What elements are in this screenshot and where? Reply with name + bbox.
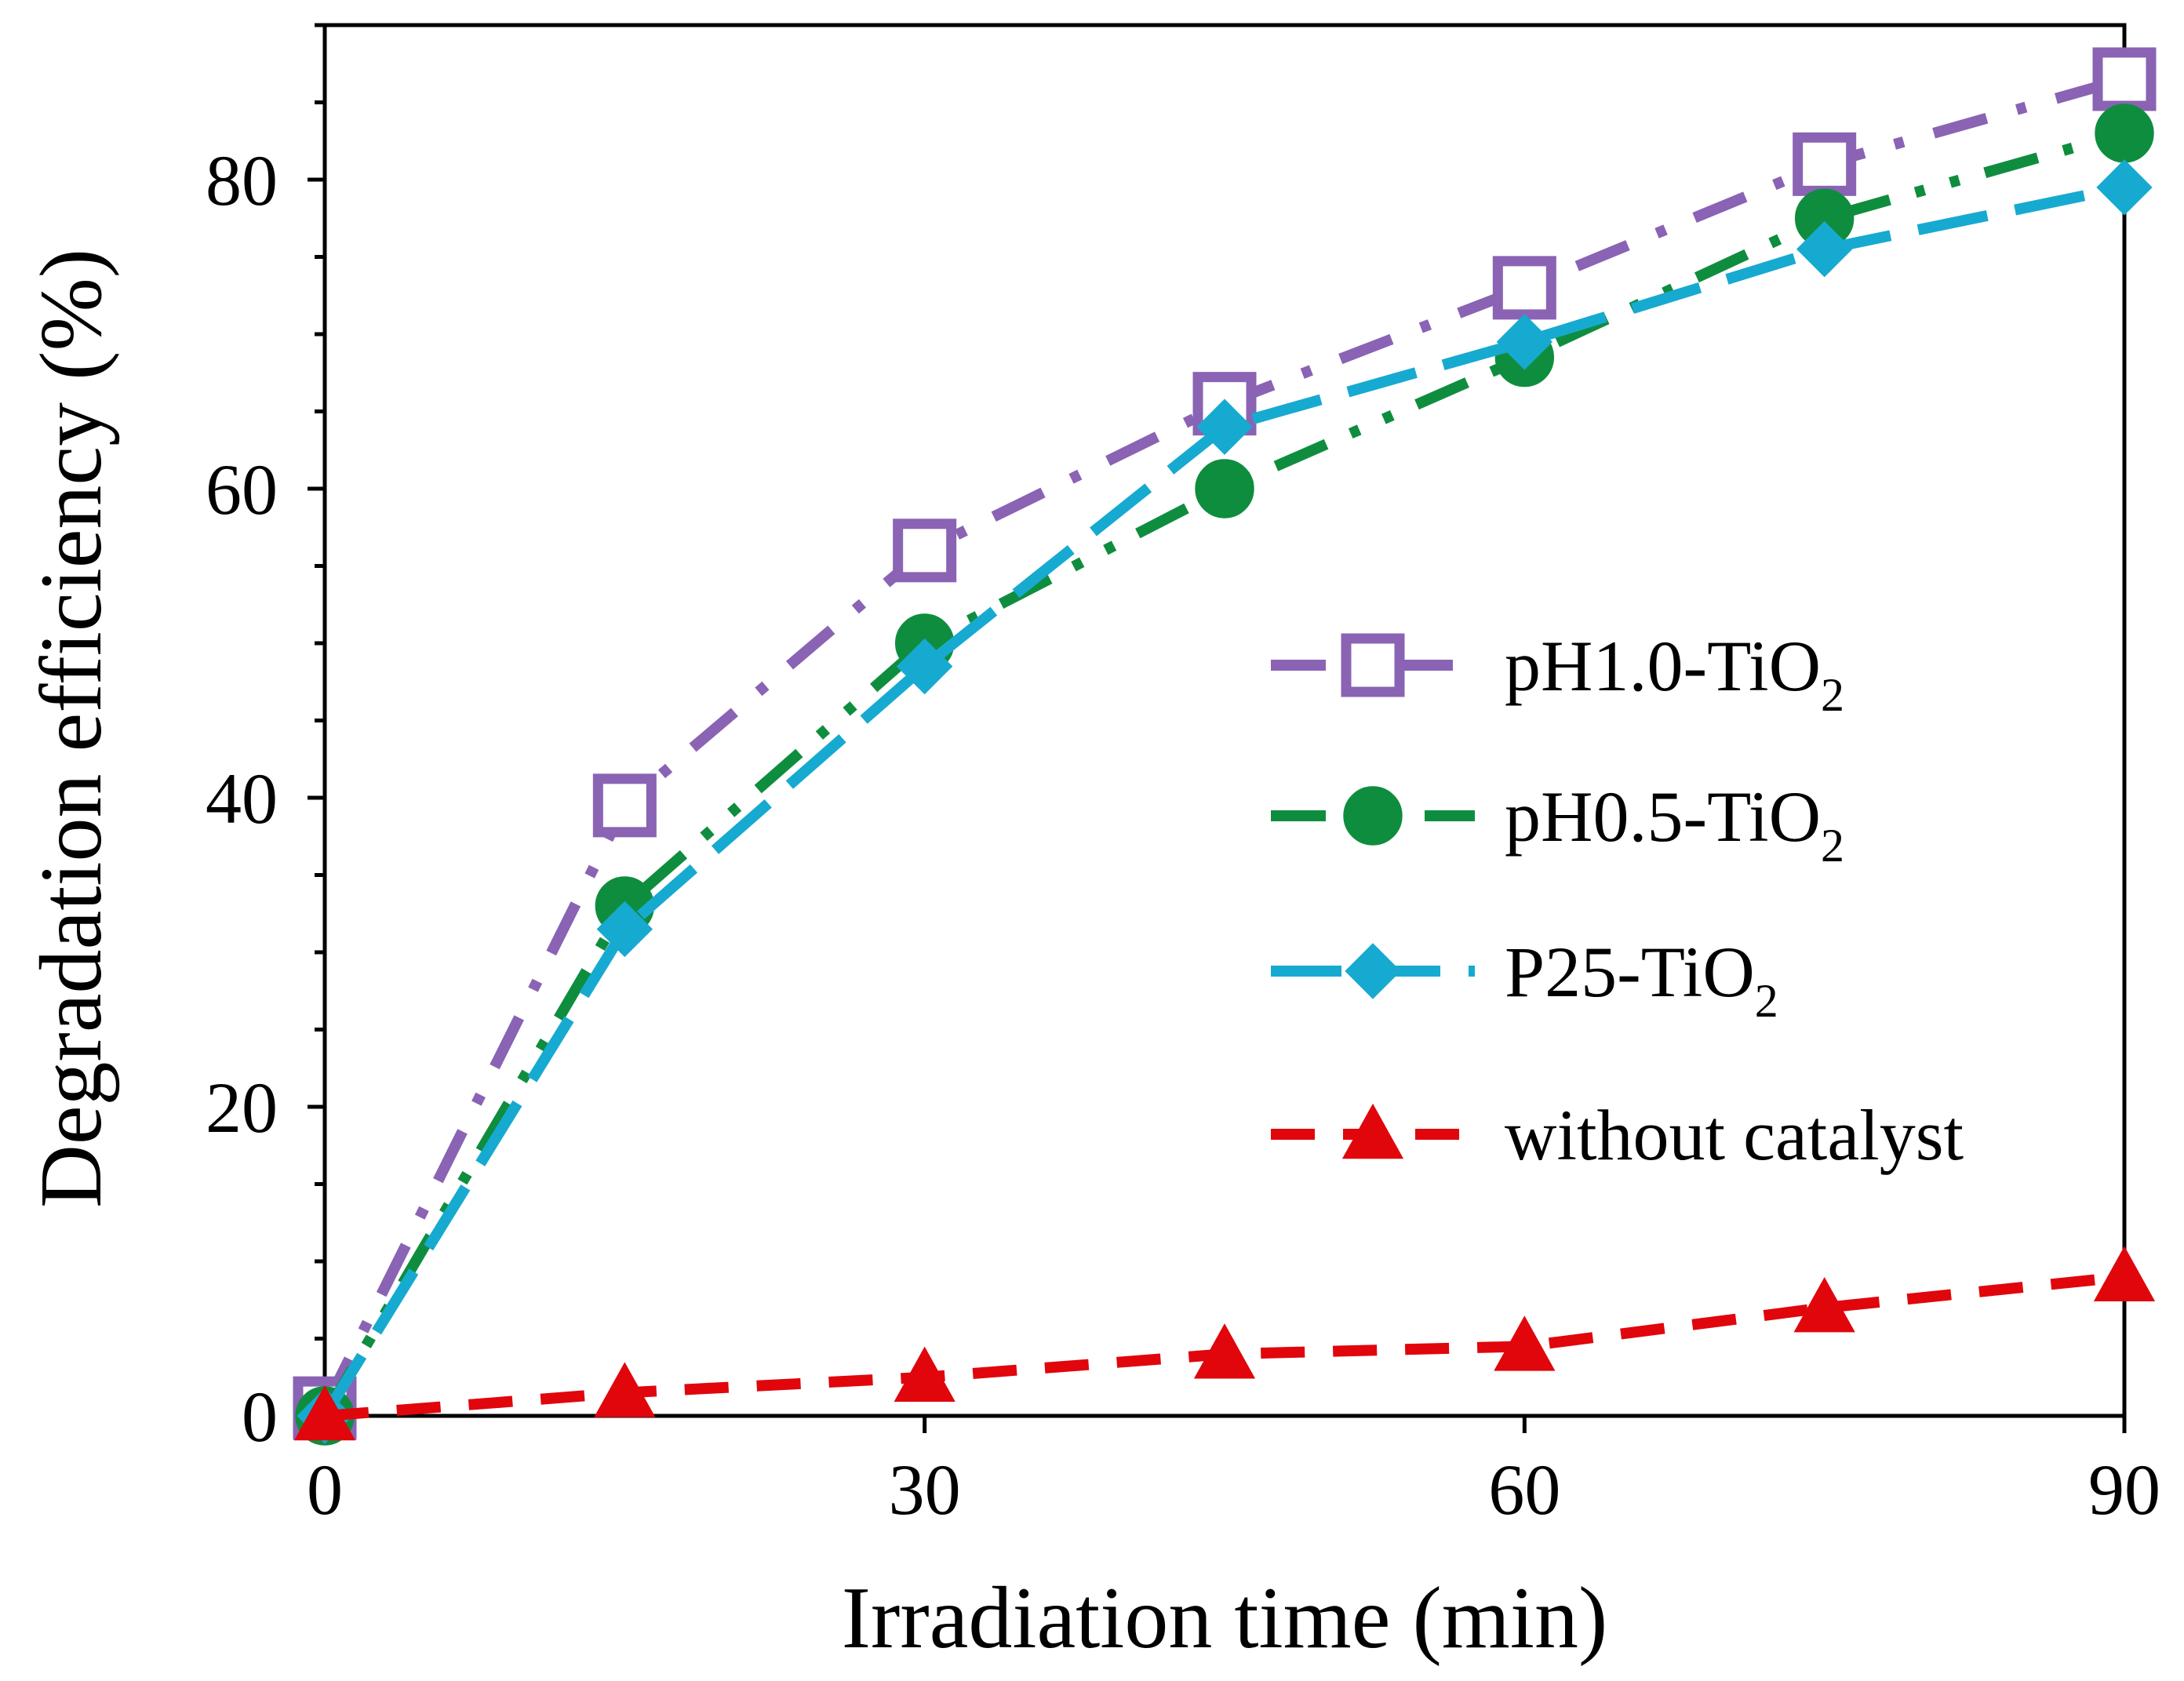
data-point (2095, 104, 2154, 163)
series-1 (293, 47, 2157, 1440)
legend: pH1.0-TiO2 pH0.5-TiO2 P25-TiO2 without cata… (1271, 626, 1964, 1175)
data-point (896, 638, 953, 695)
legend-item-4: without catalyst (1271, 1095, 1964, 1175)
y-tick-label: 60 (206, 449, 278, 529)
y-tick-label: 0 (242, 1377, 278, 1457)
series-4 (293, 1246, 2156, 1441)
legend-marker (1341, 1103, 1404, 1159)
data-point (1793, 132, 1857, 196)
legend-item-1: pH1.0-TiO2 (1271, 626, 1844, 721)
data-point (1193, 1323, 1256, 1379)
legend-marker (1341, 633, 1405, 697)
axes-layer: 0 20 40 60 80 0 30 60 90 (206, 23, 2160, 1530)
x-axis-title: Irradiation time (min) (842, 1570, 1608, 1667)
x-tick-label: 0 (307, 1450, 343, 1530)
data-point (1796, 220, 1853, 278)
legend-marker (1343, 786, 1403, 846)
legend-label: P25-TiO2 (1505, 932, 1778, 1027)
legend-label: pH1.0-TiO2 (1505, 626, 1844, 721)
data-point (2096, 159, 2153, 216)
data-point (1195, 459, 1254, 518)
x-tick-label: 30 (889, 1450, 961, 1530)
series-line (319, 74, 2126, 1411)
y-tick-label: 40 (206, 759, 278, 839)
data-point (893, 518, 957, 583)
data-point (1496, 314, 1553, 370)
data-point (1492, 256, 1556, 320)
y-tick-label: 80 (206, 140, 278, 220)
plot-frame (322, 23, 2127, 1418)
data-point (894, 1346, 956, 1403)
series-layer (293, 47, 2157, 1446)
x-tick-label: 60 (1488, 1450, 1560, 1530)
y-axis-title: Degradation efficiency (%) (23, 249, 120, 1208)
data-point (1793, 1277, 1855, 1333)
series-3 (297, 159, 2153, 1444)
legend-marker (1345, 943, 1401, 999)
data-point (592, 773, 657, 838)
data-point (293, 1384, 356, 1441)
data-point (596, 901, 653, 958)
series-2 (295, 104, 2154, 1446)
legend-item-3: P25-TiO2 (1271, 932, 1778, 1027)
legend-item-2: pH0.5-TiO2 (1271, 777, 1844, 871)
data-point (594, 1362, 656, 1417)
y-tick-label: 20 (206, 1068, 278, 1148)
data-point (2092, 47, 2157, 111)
legend-label: without catalyst (1505, 1095, 1964, 1175)
legend-label: pH0.5-TiO2 (1505, 777, 1844, 871)
data-point (1196, 398, 1253, 455)
data-point (1494, 1315, 1556, 1371)
x-tick-label: 90 (2088, 1450, 2160, 1530)
data-point (2093, 1246, 2156, 1301)
